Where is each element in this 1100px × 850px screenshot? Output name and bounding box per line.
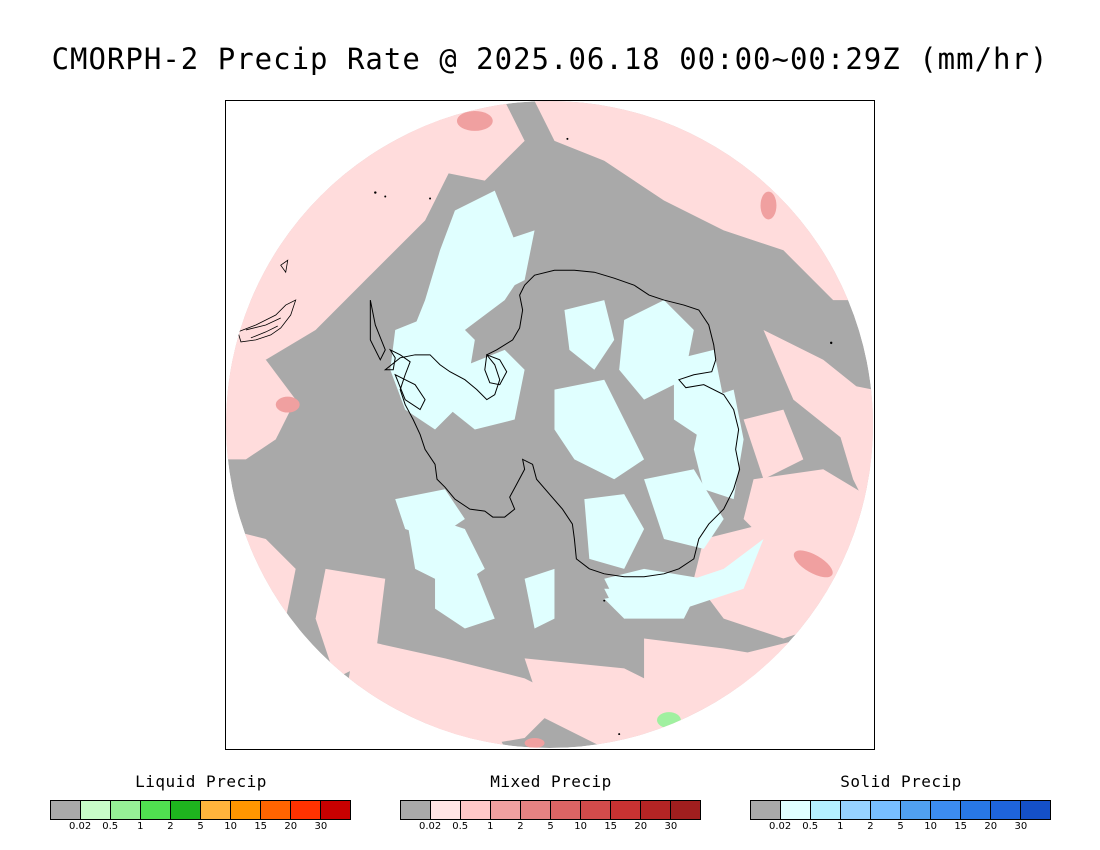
legend-swatch xyxy=(961,801,991,819)
legend-tick-label: 2 xyxy=(167,821,174,832)
legend-swatch xyxy=(171,801,201,819)
legend-swatch xyxy=(931,801,961,819)
legend-tick-label: 1 xyxy=(137,821,144,832)
legend-liquid-precip: Liquid Precip 0.02 0.5 1 2 5 10 15 20 30 xyxy=(50,772,352,834)
coastline-antarctica xyxy=(369,269,741,578)
legend-swatch xyxy=(781,801,811,819)
precip-map xyxy=(226,101,873,748)
coastline-south-america xyxy=(237,259,297,343)
legend-swatch xyxy=(551,801,581,819)
legend-swatch xyxy=(641,801,671,819)
legend-tick-label: 30 xyxy=(314,821,328,832)
legend-swatch xyxy=(871,801,901,819)
legend-swatch xyxy=(751,801,781,819)
legend-swatches xyxy=(400,800,701,820)
legend-swatch xyxy=(1021,801,1050,819)
legend-mixed-precip: Mixed Precip 0.02 0.5 1 2 5 10 15 20 30 xyxy=(400,772,702,834)
legend-swatch xyxy=(811,801,841,819)
legend-swatch xyxy=(321,801,350,819)
legend-swatch xyxy=(81,801,111,819)
legend-ticks: 0.02 0.5 1 2 5 10 15 20 30 xyxy=(400,820,702,834)
legend-tick-label: 0.02 xyxy=(768,821,792,832)
legend-swatch xyxy=(51,801,81,819)
legend-tick-label: 0.5 xyxy=(102,821,119,832)
legend-tick-label: 15 xyxy=(604,821,618,832)
legend-tick-label: 5 xyxy=(197,821,204,832)
legend-swatch xyxy=(201,801,231,819)
legend-swatch xyxy=(291,801,321,819)
legend-tick-label: 2 xyxy=(517,821,524,832)
legend-swatches xyxy=(50,800,351,820)
map-frame xyxy=(225,100,875,750)
island-dots xyxy=(374,137,833,736)
legend-tick-label: 10 xyxy=(924,821,937,832)
legend-swatch xyxy=(141,801,171,819)
legend-tick-label: 1 xyxy=(837,821,844,832)
legend-swatches xyxy=(750,800,1051,820)
legend-tick-label: 15 xyxy=(954,821,968,832)
legend-tick-label: 30 xyxy=(664,821,678,832)
polar-disk xyxy=(226,101,873,748)
legend-swatch xyxy=(671,801,700,819)
legend-tick-label: 0.5 xyxy=(452,821,469,832)
legend-swatch xyxy=(231,801,261,819)
legend-tick-label: 10 xyxy=(224,821,237,832)
legend-tick-label: 20 xyxy=(984,821,998,832)
legend-tick-label: 2 xyxy=(867,821,874,832)
legend-ticks: 0.02 0.5 1 2 5 10 15 20 30 xyxy=(50,820,352,834)
mixed-precip-moderate-spots xyxy=(275,110,833,748)
legend-tick-label: 1 xyxy=(487,821,494,832)
legend-tick-label: 0.5 xyxy=(802,821,819,832)
legend-ticks: 0.02 0.5 1 2 5 10 15 20 30 xyxy=(750,820,1052,834)
legend-tick-label: 5 xyxy=(547,821,554,832)
legend-tick-label: 30 xyxy=(1014,821,1028,832)
legend-tick-label: 0.02 xyxy=(418,821,442,832)
legend-tick-label: 20 xyxy=(634,821,648,832)
map-title: CMORPH-2 Precip Rate @ 2025.06.18 00:00~… xyxy=(51,42,1049,76)
legend-swatch xyxy=(611,801,641,819)
legend-tick-label: 0.02 xyxy=(68,821,92,832)
legend-tick-label: 15 xyxy=(254,821,268,832)
legend-swatch xyxy=(461,801,491,819)
legend-tick-label: 5 xyxy=(897,821,904,832)
legend-swatch xyxy=(991,801,1021,819)
legend-swatch xyxy=(401,801,431,819)
legend-swatch xyxy=(261,801,291,819)
legend-swatch xyxy=(431,801,461,819)
legend-swatch xyxy=(111,801,141,819)
legend-swatch xyxy=(521,801,551,819)
legend-title: Mixed Precip xyxy=(490,772,612,791)
legend-swatch xyxy=(491,801,521,819)
legend-solid-precip: Solid Precip 0.02 0.5 1 2 5 10 15 20 30 xyxy=(750,772,1052,834)
legend-swatch xyxy=(841,801,871,819)
legend-tick-label: 10 xyxy=(574,821,587,832)
legend-tick-label: 20 xyxy=(284,821,298,832)
legend-title: Liquid Precip xyxy=(135,772,267,791)
legend-swatch xyxy=(581,801,611,819)
legend-swatch xyxy=(901,801,931,819)
solid-precip-regions xyxy=(390,190,764,629)
legend-title: Solid Precip xyxy=(840,772,962,791)
